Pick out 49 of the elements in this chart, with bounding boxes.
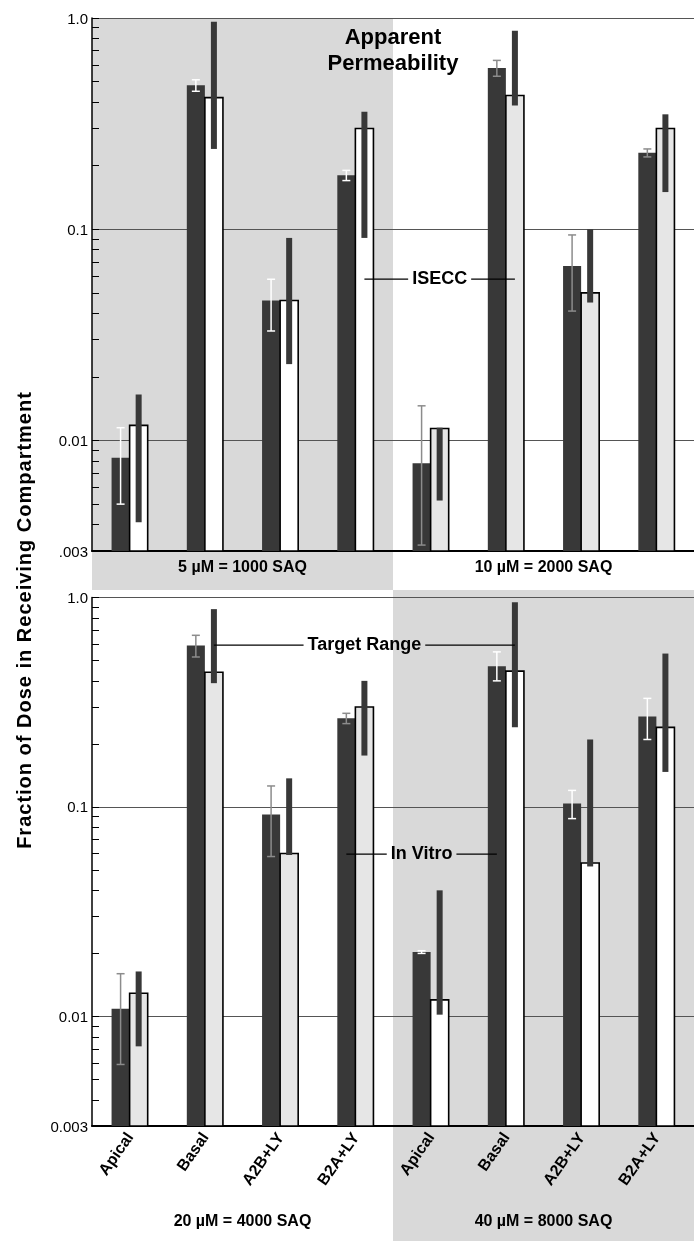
bar	[111, 457, 130, 551]
bar	[186, 645, 205, 1126]
series-label: In Vitro	[390, 842, 453, 863]
bar	[638, 152, 657, 551]
text: 40 µM = 8000 SAQ	[474, 1212, 613, 1230]
bar	[337, 175, 356, 551]
bar	[361, 680, 368, 756]
y-tick-label: 0.1	[67, 220, 88, 238]
bar	[361, 111, 368, 238]
bar	[563, 803, 582, 1126]
bar	[563, 266, 582, 551]
y-tick-label: 0.01	[58, 432, 88, 450]
bar	[135, 394, 142, 523]
bar	[511, 602, 518, 728]
bar	[511, 30, 518, 106]
bar	[210, 609, 217, 684]
bar	[487, 666, 506, 1126]
y-axis-title: Fraction of Dose in Receiving Compartment	[13, 391, 36, 849]
y-tick-label: 0.01	[58, 1007, 88, 1025]
bar	[262, 814, 281, 1126]
text: Target Range	[307, 633, 422, 654]
bar	[286, 778, 293, 855]
bar	[337, 718, 356, 1126]
text: Apparent Permeability	[326, 24, 460, 76]
bar	[587, 229, 594, 303]
bar	[286, 237, 293, 365]
legend-label: ISECC	[412, 267, 468, 288]
bar	[662, 653, 669, 772]
y-tick-label: 0.1	[67, 798, 88, 816]
bar	[186, 85, 205, 551]
text: 10 µM = 2000 SAQ	[474, 558, 613, 576]
bar	[638, 716, 657, 1126]
text: 20 µM = 4000 SAQ	[173, 1212, 312, 1230]
text: 5 µM = 1000 SAQ	[178, 558, 307, 576]
y-tick-label: 1.0	[67, 589, 88, 606]
bar	[662, 114, 669, 193]
y-tick-label: 1.0	[67, 9, 88, 27]
bar	[412, 952, 431, 1126]
bar	[135, 971, 142, 1047]
bar	[587, 739, 594, 867]
bar	[487, 67, 506, 551]
bar	[436, 427, 443, 501]
y-tick-label: 0.003	[50, 1117, 88, 1135]
y-tick-label: .003	[58, 542, 88, 560]
bar	[436, 890, 443, 1015]
bar	[210, 21, 217, 149]
bar	[412, 463, 431, 551]
bar	[262, 300, 281, 551]
bar	[111, 1008, 130, 1126]
